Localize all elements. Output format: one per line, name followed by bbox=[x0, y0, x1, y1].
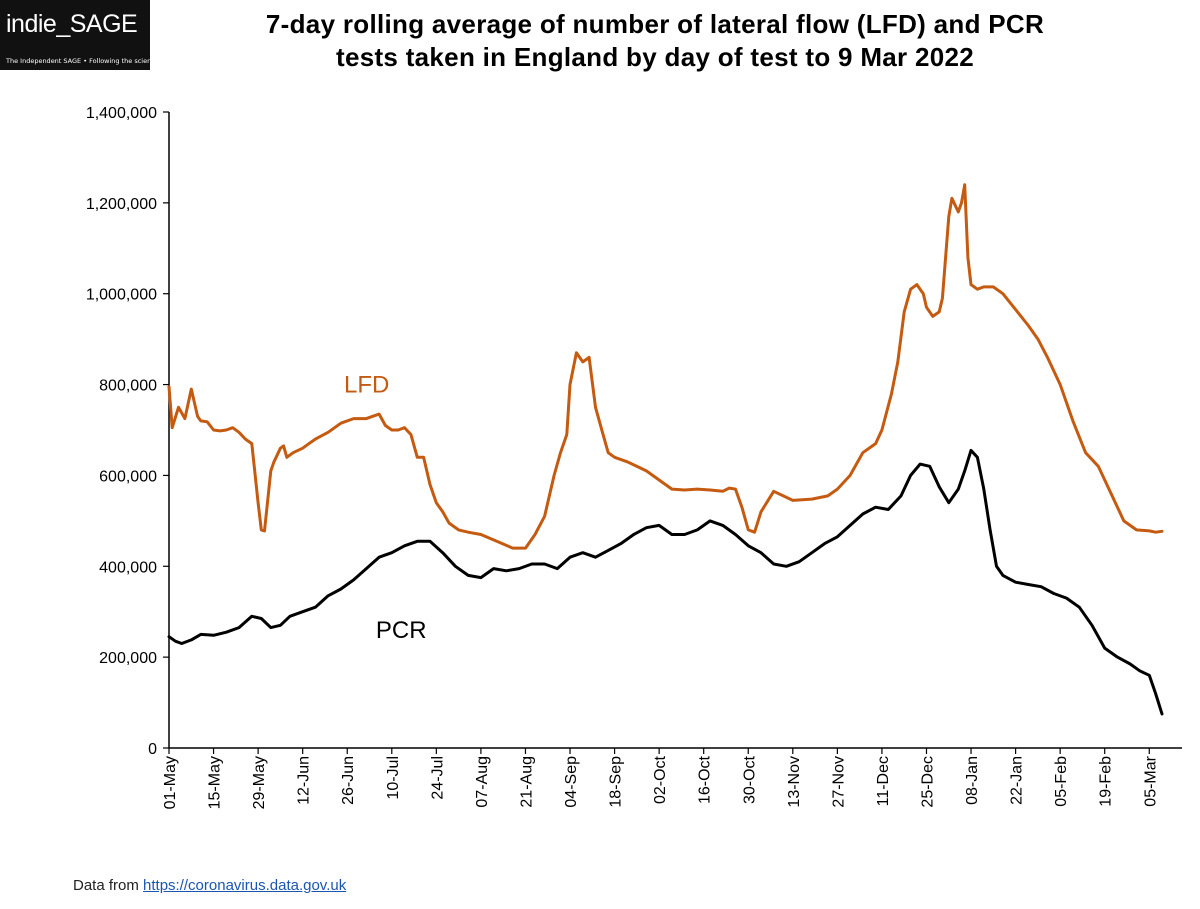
x-tick-label: 10-Jul bbox=[385, 756, 402, 800]
x-tick-label: 07-Aug bbox=[474, 756, 491, 808]
x-tick-label: 26-Jun bbox=[340, 756, 357, 805]
x-tick-label: 16-Oct bbox=[697, 755, 714, 804]
logo-tagline: The Independent SAGE • Following the sci… bbox=[6, 57, 159, 65]
y-tick-label: 0 bbox=[148, 741, 157, 758]
series-line-lfd bbox=[167, 183, 1164, 550]
y-tick-label: 200,000 bbox=[99, 650, 157, 667]
x-tick-label: 01-May bbox=[162, 756, 179, 809]
x-tick-label: 19-Feb bbox=[1098, 756, 1115, 807]
x-tick-label: 29-May bbox=[251, 756, 268, 809]
y-tick-label: 600,000 bbox=[99, 468, 157, 485]
x-tick-label: 25-Dec bbox=[919, 756, 936, 808]
series-label-lfd: LFD bbox=[344, 372, 389, 399]
y-tick-label: 1,200,000 bbox=[86, 196, 157, 213]
x-tick-label: 05-Feb bbox=[1053, 756, 1070, 807]
x-tick-label: 18-Sep bbox=[608, 756, 625, 808]
x-tick-label: 04-Sep bbox=[563, 756, 580, 808]
series-label-pcr: PCR bbox=[376, 617, 427, 644]
x-tick-label: 08-Jan bbox=[964, 756, 981, 805]
data-source: Data from https://coronavirus.data.gov.u… bbox=[73, 877, 346, 894]
y-tick-label: 800,000 bbox=[99, 378, 157, 395]
series-line-pcr bbox=[167, 448, 1164, 716]
data-source-link[interactable]: https://coronavirus.data.gov.uk bbox=[143, 877, 347, 894]
x-tick-label: 27-Nov bbox=[830, 756, 847, 808]
x-tick-label: 02-Oct bbox=[652, 755, 669, 804]
chart-title-line-2: tests taken in England by day of test to… bbox=[335, 42, 975, 72]
x-tick-label: 12-Jun bbox=[296, 756, 313, 805]
y-tick-label: 1,400,000 bbox=[86, 105, 157, 122]
x-tick-label: 22-Jan bbox=[1009, 756, 1026, 805]
data-source-prefix: Data from bbox=[73, 877, 144, 894]
x-tick-label: 15-May bbox=[207, 756, 224, 809]
y-tick-label: 1,000,000 bbox=[86, 287, 157, 304]
x-tick-label: 21-Aug bbox=[518, 756, 535, 808]
x-tick-label: 11-Dec bbox=[875, 756, 892, 806]
chart-title-line-1: 7-day rolling average of number of later… bbox=[265, 9, 1045, 39]
x-tick-label: 05-Mar bbox=[1142, 755, 1159, 806]
x-tick-label: 13-Nov bbox=[786, 756, 803, 808]
logo: indie_SAGE The Independent SAGE • Follow… bbox=[0, 0, 159, 70]
y-tick-label: 400,000 bbox=[99, 559, 157, 576]
x-tick-label: 24-Jul bbox=[429, 756, 446, 800]
x-tick-label: 30-Oct bbox=[741, 755, 758, 804]
chart-title: 7-day rolling average of number of later… bbox=[160, 8, 1150, 74]
logo-name: indie_SAGE bbox=[6, 10, 138, 38]
